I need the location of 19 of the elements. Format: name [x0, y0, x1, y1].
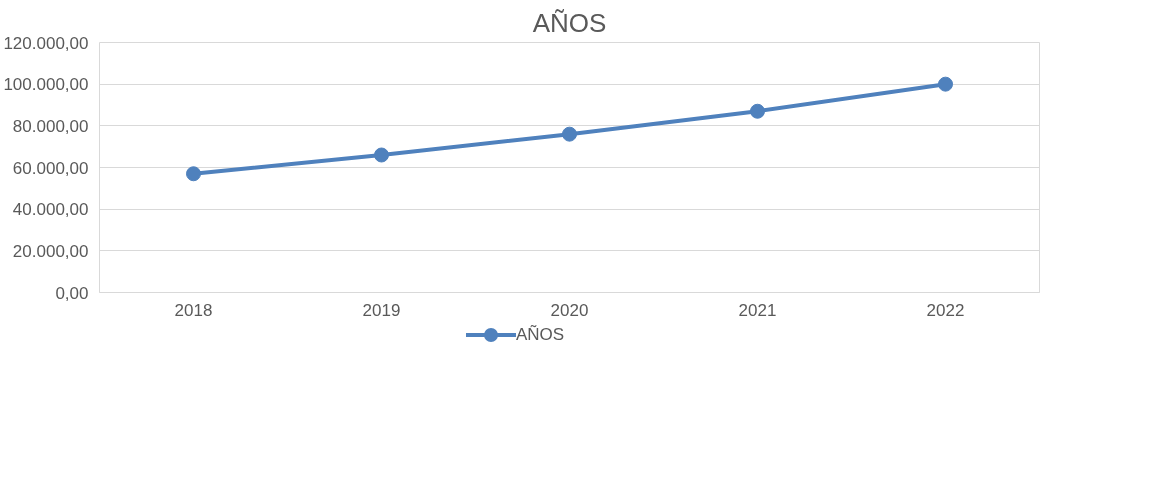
y-tick-label: 40.000,00 [12, 200, 89, 220]
y-tick-label: 60.000,00 [12, 158, 89, 178]
x-tick-label: 2018 [174, 300, 213, 320]
x-tick-label: 2022 [926, 300, 965, 320]
y-tick-label: 100.000,00 [3, 75, 89, 95]
point [374, 147, 389, 163]
point [186, 166, 201, 182]
chart-title: AÑOS [532, 7, 607, 38]
x-tick-label: 2020 [550, 300, 589, 320]
x-tick-label: 2019 [362, 300, 401, 320]
point [562, 126, 577, 142]
y-tick-label: 80.000,00 [12, 116, 89, 136]
y-tick-label: 120.000,00 [3, 33, 89, 53]
point [750, 103, 765, 119]
legend-label: AÑOS [515, 325, 565, 344]
y-tick-label: 0,00 [55, 283, 89, 303]
y-tick-label: 20.000,00 [12, 241, 89, 261]
point [938, 76, 953, 92]
x-tick-label: 2021 [738, 300, 777, 320]
